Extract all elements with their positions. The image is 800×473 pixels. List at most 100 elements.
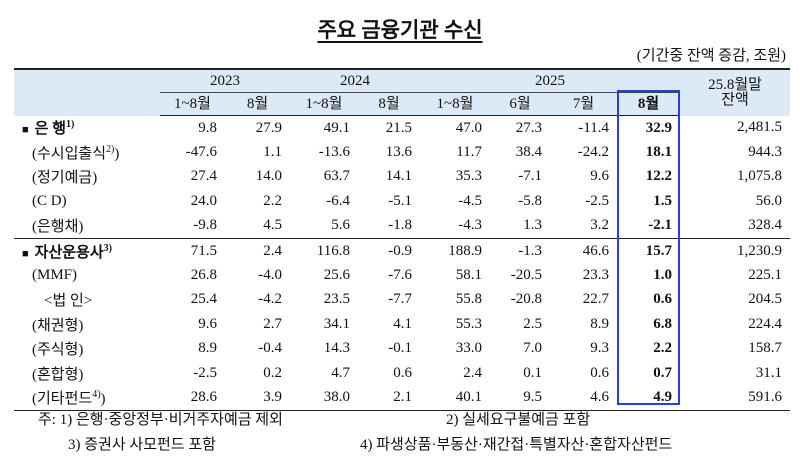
header-row: 1~8월 8월 1~8월 8월 1~8월 6월 7월 8월: [14, 92, 790, 116]
row-label: <법 인>: [14, 288, 160, 312]
value-cell: 55.8: [455, 291, 482, 308]
value-cell: -7.6: [388, 267, 412, 284]
period-header: 8월: [617, 92, 680, 116]
value-cell: -20.5: [510, 267, 542, 284]
label-text: (MMF): [32, 267, 78, 284]
value-cell: 1,230.9: [680, 237, 790, 264]
value-cell: 4.1: [393, 315, 412, 332]
row-label: (혼합형): [14, 361, 160, 385]
row-label: (MMF): [14, 263, 160, 287]
row-label: (주식형): [14, 337, 160, 361]
value-cell: -24.2: [577, 144, 609, 161]
value-cell: 27.9: [255, 119, 282, 136]
year-header: 2024: [290, 68, 420, 93]
row: ■ 자산운용사3) 71.5 2.4 116.8 -0.9 188.9 -1.3 46.6 15.…: [14, 237, 790, 264]
value-cell: 0.6: [393, 364, 412, 381]
value-cell: 11.7: [456, 144, 482, 161]
value-cell: 27.3: [515, 119, 542, 136]
value-cell: 47.0: [455, 119, 482, 136]
title: 주요 금융기관 수신: [0, 14, 800, 44]
value-cell: 1.1: [263, 144, 282, 161]
label-text: 은 행: [34, 121, 67, 138]
value-cell: 9.6: [590, 168, 609, 185]
label-text: (채권형): [32, 317, 84, 334]
label-text: (주식형): [32, 342, 84, 359]
value-cell: -0.1: [388, 340, 412, 357]
note: 4) 파생상품·부동산·재간접·특별자산·혼합자산펀드: [360, 437, 673, 453]
value-cell: 14.1: [385, 168, 412, 185]
row: (주식형) 8.9 -0.4 14.3 -0.1 33.0 7.0 9.3 2.2 158.7: [14, 337, 790, 361]
value-cell: 591.6: [680, 385, 790, 411]
row: (C D) 24.0 2.2 -6.4 -5.1 -4.5 -5.8 -2.5 1.5 56.0: [14, 189, 790, 213]
balance-header-line: 잔액: [721, 91, 749, 108]
value-cell: 2.1: [358, 385, 420, 411]
value-cell: -13.6: [318, 144, 350, 161]
value-cell: -20.8: [510, 291, 542, 308]
value-cell: 328.4: [748, 217, 782, 234]
value-cell: 8.9: [590, 315, 609, 332]
bullet: ■: [22, 124, 29, 137]
value-cell: 23.3: [582, 267, 609, 284]
label-text: (은행채): [32, 219, 84, 236]
period-header: 1~8월: [290, 92, 358, 116]
value-cell: -1.3: [490, 237, 550, 264]
label-text: (기타펀드: [32, 390, 93, 407]
value-cell: -2.5: [585, 192, 609, 209]
value-cell: 25.6: [323, 267, 350, 284]
value-cell: -1.8: [388, 217, 412, 234]
unit: (기간중 잔액 증감, 조원): [636, 48, 786, 64]
row: (수시입출식2)) -47.6 1.1 -13.6 13.6 11.7 38.4 -24.2 1…: [14, 140, 790, 164]
value-cell: 1.5: [653, 192, 672, 209]
value-cell: 25.4: [190, 291, 217, 308]
row-label: (기타펀드4)): [14, 385, 160, 411]
header-row: 2023 2024 2025 25.8월말 잔액: [14, 68, 790, 116]
value-cell: 116.8: [290, 237, 358, 264]
row: (혼합형) -2.5 0.2 4.7 0.6 2.4 0.1 0.6 0.7 31.1: [14, 361, 790, 385]
value-cell: 1.0: [653, 267, 672, 284]
value-cell: 46.6: [550, 237, 617, 264]
value-cell: -2.5: [193, 364, 217, 381]
value-cell: 71.5: [160, 237, 225, 264]
value-cell: 23.5: [323, 291, 350, 308]
label-text: <법 인>: [44, 293, 93, 310]
value-cell: 28.6: [160, 385, 225, 411]
footnote-ref: 3): [103, 242, 113, 254]
value-cell: 0.6: [653, 291, 672, 308]
period-header: 1~8월: [420, 92, 490, 116]
value-cell: 55.3: [455, 315, 482, 332]
value-cell: 0.6: [590, 364, 609, 381]
row-label: (C D): [14, 189, 160, 213]
row: (기타펀드4)) 28.6 3.9 38.0 2.1 40.1 9.5 4.6 4.9 591.6: [14, 385, 790, 411]
value-cell: -4.5: [458, 192, 482, 209]
label-text: (C D): [32, 192, 67, 209]
footnote-ref: 2): [106, 144, 115, 156]
label-text: (혼합형): [32, 366, 84, 383]
value-cell: 12.2: [645, 168, 672, 185]
value-cell: 158.7: [748, 340, 782, 357]
value-cell: 31.1: [755, 364, 782, 381]
value-cell: 15.7: [617, 237, 680, 264]
value-cell: 5.6: [331, 217, 350, 234]
row: <법 인> 25.4 -4.2 23.5 -7.7 55.8 -20.8 22.7 0.6 204…: [14, 288, 790, 312]
value-cell: 18.1: [645, 144, 672, 161]
value-cell: 34.1: [323, 315, 350, 332]
value-cell: 0.2: [263, 364, 282, 381]
value-cell: 2,481.5: [737, 119, 782, 136]
value-cell: 4.9: [617, 385, 680, 411]
label-text: 자산운용사: [34, 244, 104, 261]
value-cell: 188.9: [420, 237, 490, 264]
value-cell: 2.4: [463, 364, 482, 381]
header-cell: [14, 68, 160, 116]
value-cell: 38.0: [290, 385, 358, 411]
value-cell: 204.5: [748, 291, 782, 308]
value-cell: 33.0: [455, 340, 482, 357]
balance-header: 25.8월말 잔액: [680, 68, 790, 116]
value-cell: 21.5: [385, 119, 412, 136]
period-header: 8월: [225, 92, 290, 116]
value-cell: 9.6: [198, 315, 217, 332]
value-cell: -11.4: [578, 119, 609, 136]
value-cell: 4.6: [550, 385, 617, 411]
label-close: ): [114, 146, 120, 163]
value-cell: -6.4: [326, 192, 350, 209]
